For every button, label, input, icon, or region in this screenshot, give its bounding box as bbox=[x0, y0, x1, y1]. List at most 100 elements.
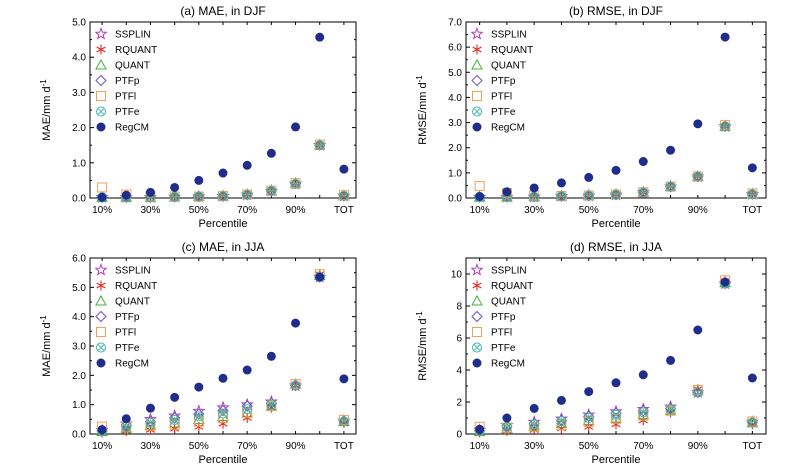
marker-ring bbox=[193, 411, 204, 422]
data-point-ptfe bbox=[169, 191, 180, 202]
legend-label: QUANT bbox=[491, 61, 526, 72]
data-point-regcm bbox=[529, 403, 539, 413]
chart-title: (c) MAE, in JJA bbox=[182, 240, 265, 254]
data-point-regcm bbox=[502, 413, 512, 423]
data-point-regcm bbox=[218, 373, 228, 383]
legend-label: RQUANT bbox=[491, 45, 533, 56]
marker-ring bbox=[611, 189, 621, 200]
data-point-ptfe bbox=[193, 411, 204, 422]
data-point-ptfe bbox=[720, 121, 731, 132]
data-point-regcm bbox=[502, 187, 512, 197]
marker-cross bbox=[473, 343, 481, 352]
marker-ring bbox=[242, 404, 253, 415]
legend-marker-quant bbox=[471, 294, 483, 306]
chart-panel-3: (c) MAE, in JJA 0.0 1.0 2.0 3.0 4.0 5.0 6.0 10% 3… bbox=[39, 240, 357, 466]
y-tick-label: 7.0 bbox=[448, 18, 462, 29]
x-tick-label: 70% bbox=[633, 205, 653, 216]
y-tick-label: 2.0 bbox=[448, 143, 462, 154]
marker-cross bbox=[612, 191, 620, 199]
marker-cross bbox=[557, 417, 566, 425]
marker-cross bbox=[97, 343, 105, 352]
marker-ring bbox=[747, 189, 758, 200]
data-point-regcm bbox=[242, 365, 252, 375]
data-point-regcm bbox=[638, 370, 648, 380]
data-point-regcm bbox=[693, 325, 703, 335]
y-tick-label: 5.0 bbox=[72, 283, 86, 294]
data-point-ptfe bbox=[747, 189, 758, 200]
marker-ring bbox=[583, 190, 594, 201]
marker-ring bbox=[169, 414, 180, 425]
x-tick-label: 50% bbox=[189, 205, 209, 216]
x-tick-label: 10% bbox=[470, 205, 490, 216]
legend-label: PTFp bbox=[491, 312, 516, 323]
legend-marker-ptfp bbox=[95, 310, 107, 323]
data-point-regcm bbox=[145, 187, 155, 197]
marker-cross bbox=[219, 409, 227, 418]
marker-cross bbox=[122, 423, 130, 431]
marker-cross bbox=[530, 420, 538, 428]
y-tick-label: 5.0 bbox=[72, 18, 86, 29]
x-tick-label: 50% bbox=[189, 441, 209, 452]
marker-ring bbox=[290, 380, 301, 391]
data-point-ptfe bbox=[556, 416, 567, 427]
marker-cross bbox=[171, 416, 179, 424]
legend-label: RegCM bbox=[115, 123, 149, 134]
data-point-regcm bbox=[475, 191, 485, 201]
data-point-regcm bbox=[291, 122, 301, 132]
marker-cross bbox=[243, 405, 251, 413]
marker-cross bbox=[612, 411, 620, 419]
y-tick-label: 4.0 bbox=[72, 312, 86, 323]
data-point-regcm bbox=[339, 374, 349, 384]
data-point-regcm bbox=[121, 190, 131, 200]
y-tick-label: 6 bbox=[456, 334, 462, 345]
legend-marker-quant bbox=[471, 58, 483, 70]
legend-marker-ptfp bbox=[471, 74, 483, 87]
marker-cross bbox=[267, 187, 275, 195]
legend-marker-quant bbox=[95, 58, 107, 70]
x-tick-label: 30% bbox=[140, 205, 160, 216]
data-point-ptfl bbox=[529, 421, 540, 432]
y-axis-label-text: RMSE/mm d bbox=[417, 318, 429, 380]
y-tick-label: 1.0 bbox=[72, 400, 86, 411]
x-tick-label: 70% bbox=[237, 205, 257, 216]
data-point-ptfe bbox=[529, 419, 540, 430]
legend-marker-ptfl bbox=[472, 327, 482, 337]
legend-label: QUANT bbox=[115, 297, 150, 308]
marker-cross bbox=[585, 414, 593, 422]
legend-marker-ptfp bbox=[95, 74, 107, 87]
data-point-regcm bbox=[170, 392, 180, 402]
y-axis-label: RMSE/mm d-1 bbox=[415, 75, 429, 145]
legend-marker-ptfl bbox=[96, 327, 106, 337]
data-point-ptfe bbox=[583, 413, 594, 423]
legend-marker-quant bbox=[95, 294, 107, 306]
legend-marker-regcm bbox=[96, 358, 106, 368]
legend-label: PTFe bbox=[491, 343, 516, 354]
legend-label: SSPLIN bbox=[491, 266, 527, 277]
chart-title: (a) MAE, in DJF bbox=[180, 4, 265, 18]
marker-ring bbox=[266, 399, 277, 410]
legend-label: QUANT bbox=[491, 297, 526, 308]
data-point-regcm bbox=[475, 424, 485, 434]
legend-label: RQUANT bbox=[115, 45, 157, 56]
marker-cross bbox=[97, 107, 105, 116]
data-point-ptfe bbox=[665, 404, 676, 415]
data-point-ptfp bbox=[241, 400, 253, 412]
marker-cross bbox=[503, 423, 511, 431]
data-point-ptfe bbox=[169, 414, 180, 425]
marker-ring bbox=[556, 416, 567, 427]
data-point-ptfl bbox=[145, 420, 156, 431]
data-point-regcm bbox=[611, 165, 621, 175]
marker-cross bbox=[291, 180, 300, 188]
y-axis-label-text: MAE/mm d bbox=[41, 86, 53, 140]
data-point-ptfe bbox=[266, 185, 277, 196]
x-tick-label: 30% bbox=[140, 441, 160, 452]
marker-cross bbox=[146, 419, 155, 427]
marker-cross bbox=[219, 192, 227, 200]
chart-title: (d) RMSE, in JJA bbox=[570, 240, 662, 254]
data-point-ptfe bbox=[692, 387, 703, 398]
y-tick-label: 2.0 bbox=[72, 123, 86, 134]
x-axis-label: Percentile bbox=[199, 218, 248, 230]
series-regcm bbox=[97, 272, 349, 435]
data-point-regcm bbox=[145, 403, 155, 413]
data-point-regcm bbox=[194, 175, 204, 185]
